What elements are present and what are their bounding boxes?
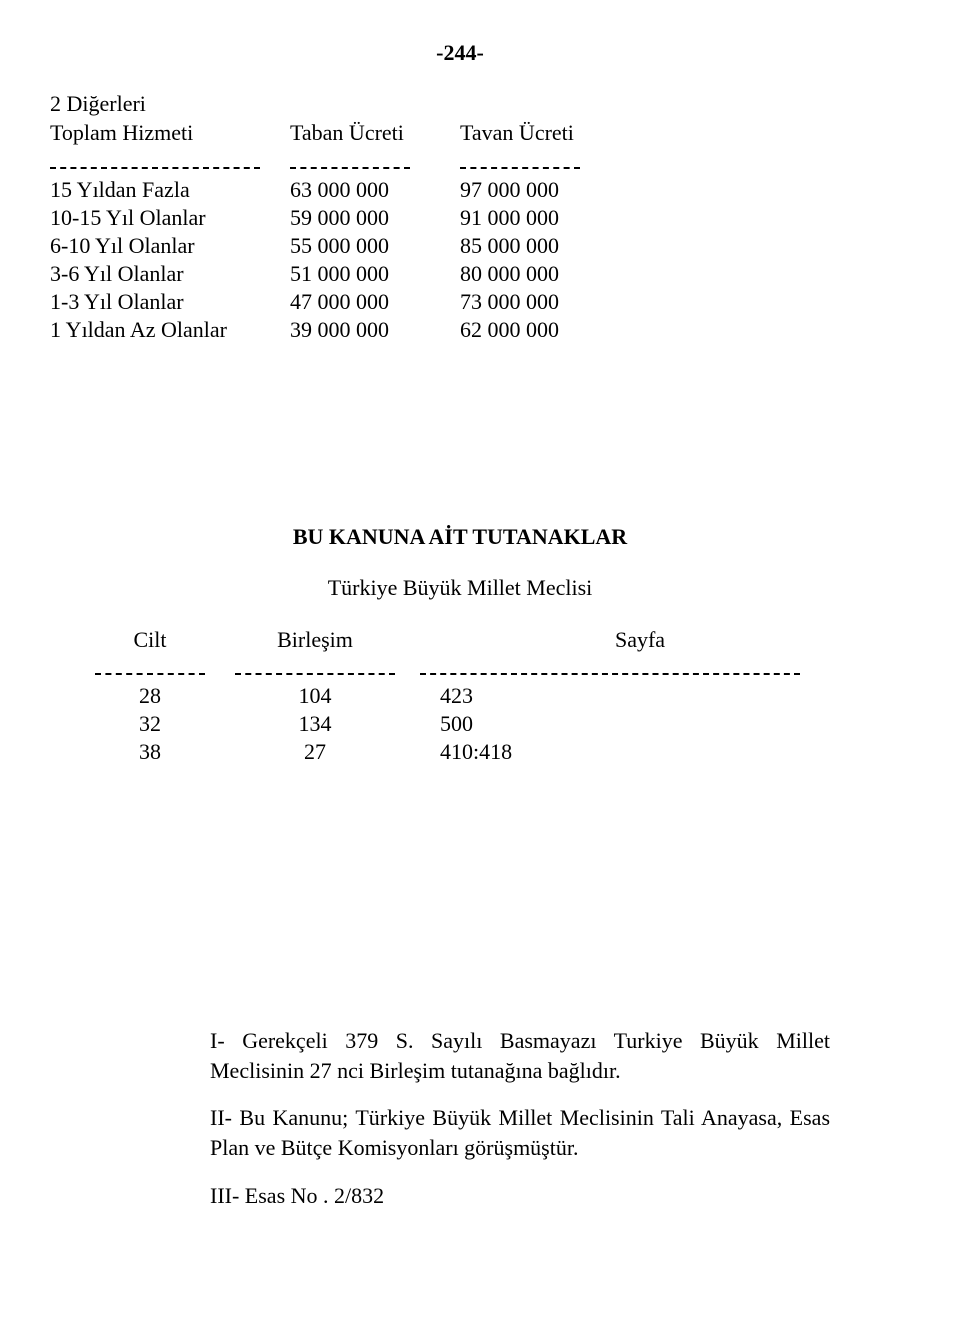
fee-row-label: 1 Yıldan Az Olanlar	[50, 316, 290, 344]
fee-table-row: 15 Yıldan Fazla 63 000 000 97 000 000	[50, 176, 630, 204]
records-sayfa: 410:418	[410, 738, 840, 766]
fee-table-row: 6-10 Yıl Olanlar 55 000 000 85 000 000	[50, 232, 630, 260]
sub-heading: Türkiye Büyük Millet Meclisi	[50, 575, 870, 601]
fee-row-tavan: 73 000 000	[460, 288, 630, 316]
fee-table-row: 10-15 Yıl Olanlar 59 000 000 91 000 000	[50, 204, 630, 232]
records-birlesim: 104	[220, 682, 410, 710]
footnote-3: III- Esas No . 2/832	[210, 1181, 830, 1211]
records-header-sayfa: Sayfa	[410, 626, 840, 654]
divider	[235, 671, 395, 675]
fee-row-label: 15 Yıldan Fazla	[50, 176, 290, 204]
records-cilt: 32	[80, 710, 220, 738]
footnote-2: II- Bu Kanunu; Türkiye Büyük Millet Mecl…	[210, 1103, 830, 1162]
fee-row-label: 1-3 Yıl Olanlar	[50, 288, 290, 316]
tutanak-heading: BU KANUNA AİT TUTANAKLAR	[50, 524, 870, 550]
divider	[95, 671, 205, 675]
records-cilt: 28	[80, 682, 220, 710]
records-cilt: 38	[80, 738, 220, 766]
divider	[50, 165, 260, 169]
fee-table: Toplam Hizmeti Taban Ücreti Tavan Ücreti…	[50, 119, 630, 344]
fee-table-header-taban: Taban Ücreti	[290, 119, 460, 148]
fee-table-row: 1 Yıldan Az Olanlar 39 000 000 62 000 00…	[50, 316, 630, 344]
fee-table-row: 3-6 Yıl Olanlar 51 000 000 80 000 000	[50, 260, 630, 288]
footnote-1: I- Gerekçeli 379 S. Sayılı Basmayazı Tur…	[210, 1026, 830, 1085]
divider	[420, 671, 800, 675]
fee-row-taban: 59 000 000	[290, 204, 460, 232]
fee-table-row: 1-3 Yıl Olanlar 47 000 000 73 000 000	[50, 288, 630, 316]
section-title-line2: Toplam Hizmeti	[50, 120, 193, 145]
fee-row-label: 6-10 Yıl Olanlar	[50, 232, 290, 260]
fee-table-header-tavan: Tavan Ücreti	[460, 119, 630, 148]
fee-row-taban: 39 000 000	[290, 316, 460, 344]
divider	[290, 165, 410, 169]
records-row: 38 27 410:418	[80, 738, 840, 766]
records-header-birlesim: Birleşim	[220, 626, 410, 654]
records-table: Cilt Birleşim Sayfa 28 104 423 32 134 50…	[80, 626, 840, 766]
document-page: -244- 2 Diğerleri Toplam Hizmeti Taban Ü…	[0, 0, 960, 1328]
section-title-line1: 2 Diğerleri	[50, 91, 870, 117]
fee-row-tavan: 97 000 000	[460, 176, 630, 204]
fee-row-tavan: 62 000 000	[460, 316, 630, 344]
records-sayfa: 423	[410, 682, 840, 710]
fee-row-label: 3-6 Yıl Olanlar	[50, 260, 290, 288]
records-row: 32 134 500	[80, 710, 840, 738]
footnotes: I- Gerekçeli 379 S. Sayılı Basmayazı Tur…	[210, 1026, 830, 1210]
fee-row-taban: 51 000 000	[290, 260, 460, 288]
fee-row-tavan: 91 000 000	[460, 204, 630, 232]
page-number: -244-	[50, 40, 870, 66]
records-birlesim: 27	[220, 738, 410, 766]
fee-row-taban: 47 000 000	[290, 288, 460, 316]
records-sayfa: 500	[410, 710, 840, 738]
fee-row-tavan: 80 000 000	[460, 260, 630, 288]
fee-row-taban: 63 000 000	[290, 176, 460, 204]
fee-row-label: 10-15 Yıl Olanlar	[50, 204, 290, 232]
fee-row-tavan: 85 000 000	[460, 232, 630, 260]
records-birlesim: 134	[220, 710, 410, 738]
divider	[460, 165, 580, 169]
records-header-cilt: Cilt	[80, 626, 220, 654]
records-row: 28 104 423	[80, 682, 840, 710]
fee-row-taban: 55 000 000	[290, 232, 460, 260]
